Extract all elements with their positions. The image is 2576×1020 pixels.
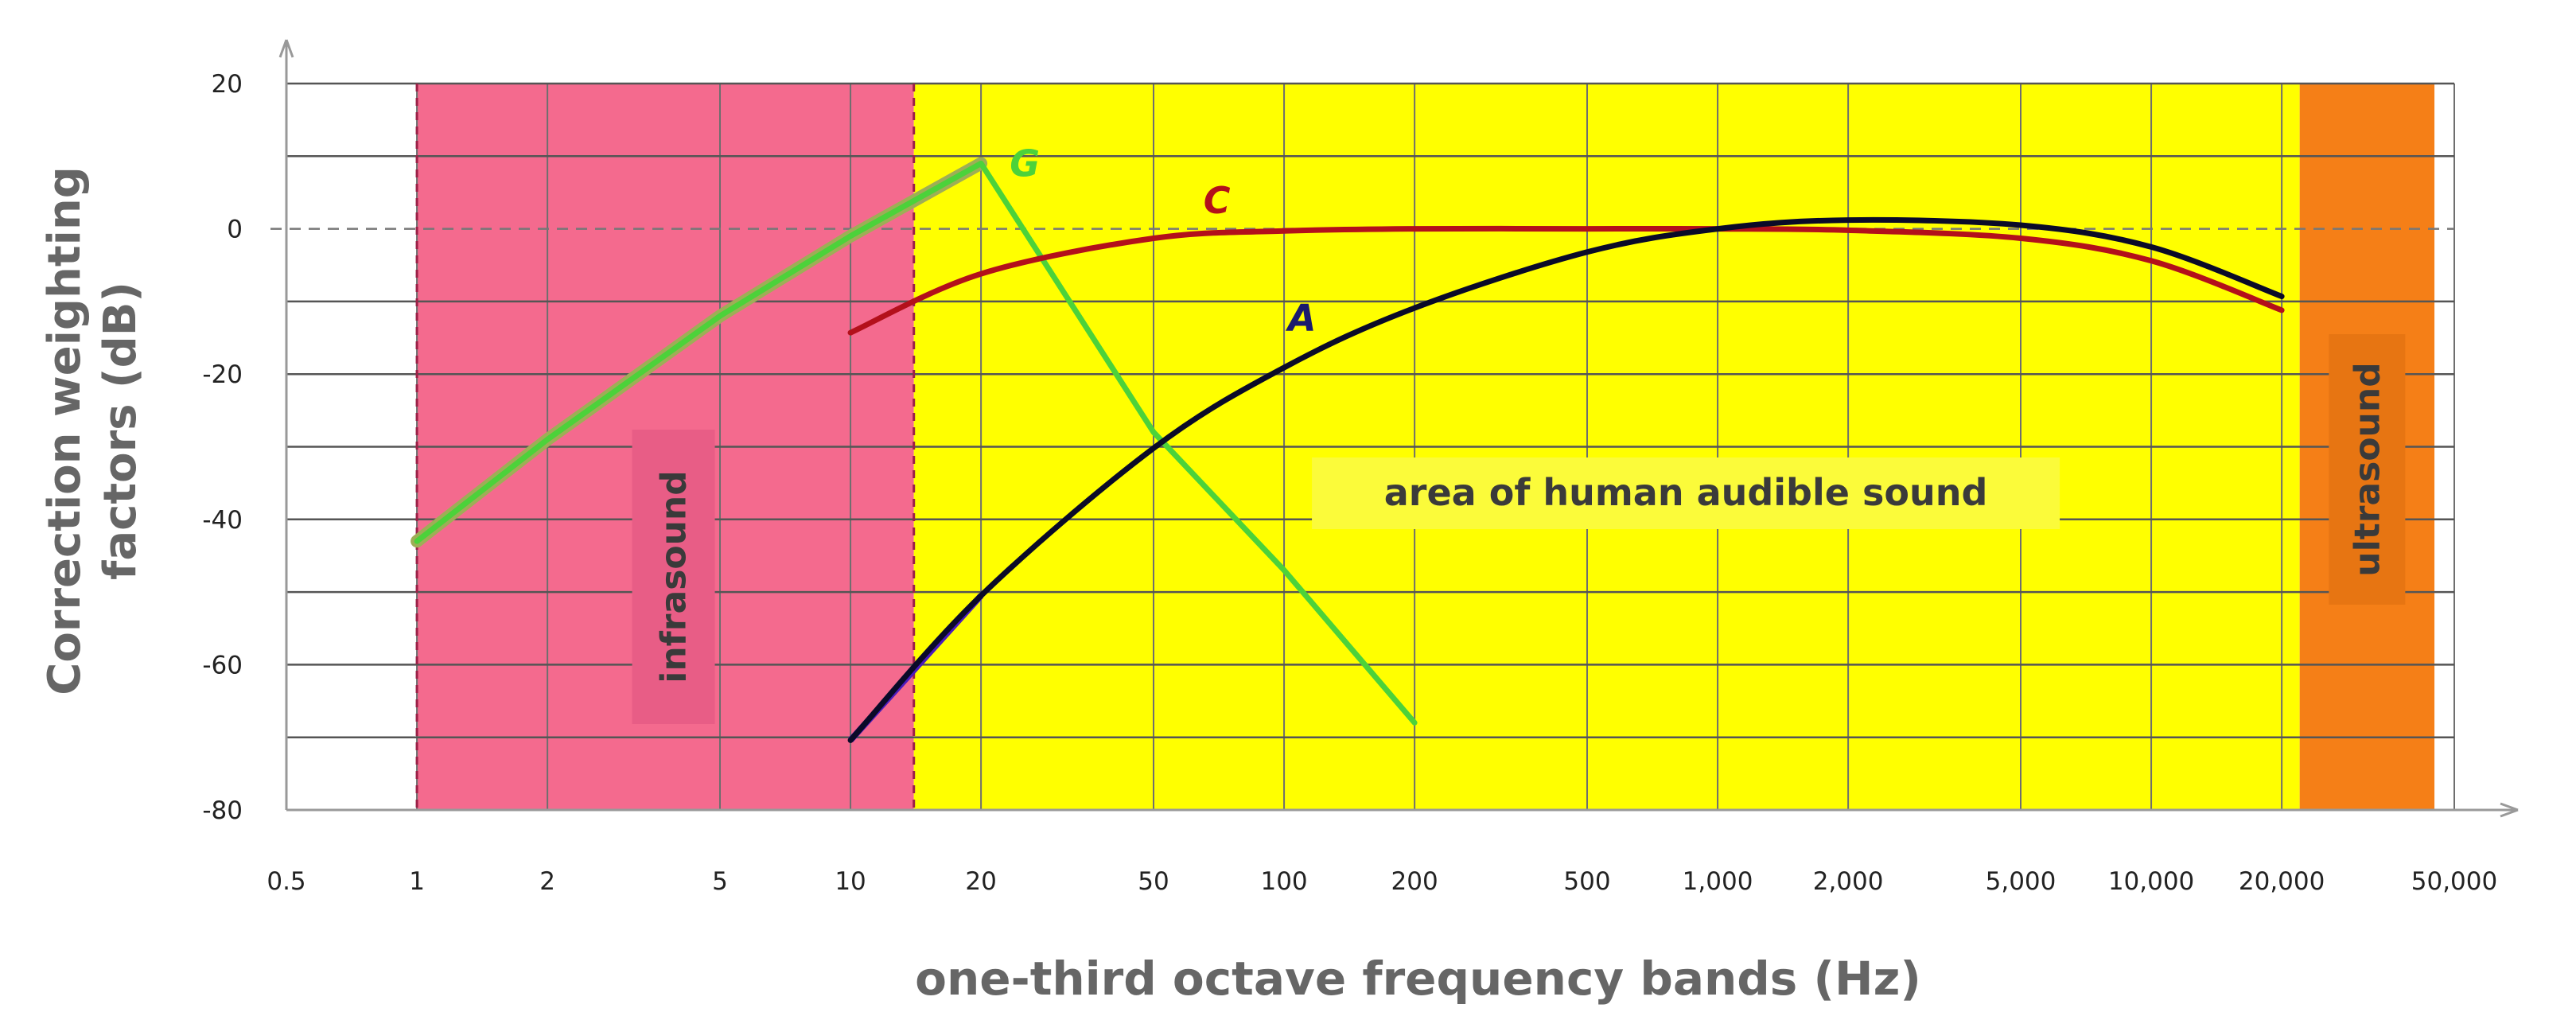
y-tick-label: -20: [202, 360, 243, 389]
series-G-line: [414, 160, 1418, 726]
audible-label-box: [1312, 457, 2060, 529]
y-axis-arrow: [278, 39, 294, 58]
y-tick-label: -80: [202, 796, 243, 825]
x-axis-title: one-third octave frequency bands (Hz): [915, 952, 1921, 1006]
curve-label-C: C: [1204, 179, 1231, 222]
x-tick-label: 500: [1563, 867, 1610, 896]
x-tick-label: 0.5: [267, 867, 305, 896]
series-C-line: [847, 225, 2285, 336]
audible-label: area of human audible sound: [1384, 471, 1988, 514]
x-tick-label: 50: [1138, 867, 1169, 896]
x-tick-label: 20: [965, 867, 996, 896]
y-axis-title-line2: factors (dB): [95, 282, 146, 580]
x-tick-label: 5: [712, 867, 728, 896]
x-axis-arrow: [2500, 802, 2519, 818]
y-tick-label: 20: [212, 70, 243, 99]
x-tick-label: 10: [835, 867, 866, 896]
x-tick-label: 10,000: [2108, 867, 2194, 896]
curve-label-A: A: [1286, 296, 1317, 339]
x-tick-label: 1,000: [1683, 867, 1753, 896]
labels: one-third octave frequency bands (Hz) Cor…: [39, 142, 2406, 1006]
series-lines: [411, 157, 2285, 743]
x-tick-label: 20,000: [2239, 867, 2325, 896]
series-A-line: [847, 216, 2285, 743]
infrasound-label-box: [632, 430, 715, 724]
x-tick-label: 5,000: [1986, 867, 2057, 896]
x-tick-label: 100: [1260, 867, 1307, 896]
x-tick-label: 50,000: [2411, 867, 2497, 896]
curve-label-G: G: [1010, 142, 1040, 185]
y-tick-label: 0: [227, 216, 243, 244]
ultrasound-label: ultrasound: [2347, 362, 2387, 576]
axes: 0.5 1 2 5 10 20 50 100 200 500 1,000 2,000 5,000 10,0…: [202, 39, 2519, 896]
y-axis-title-line1: Correction weighting: [39, 166, 91, 695]
ultrasound-label-box: [2329, 334, 2406, 605]
infrasound-label: infrasound: [654, 470, 695, 683]
x-tick-label: 2: [539, 867, 555, 896]
x-tick-label: 200: [1391, 867, 1438, 896]
x-tick-label: 1: [409, 867, 425, 896]
y-tick-label: -40: [202, 506, 243, 535]
y-tick-label: -60: [202, 651, 243, 679]
x-tick-label: 2,000: [1813, 867, 1884, 896]
